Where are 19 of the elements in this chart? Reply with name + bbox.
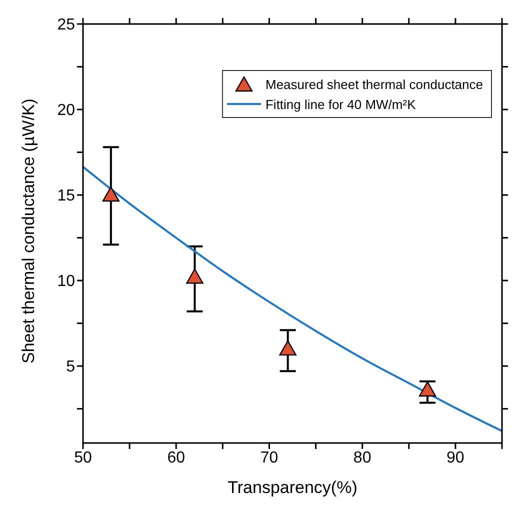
y-tick-label: 15 [57,188,76,205]
y-tick-label: 5 [66,358,76,376]
point [418,381,436,397]
x-tick-label: 80 [353,449,372,466]
x-tick-label: 90 [446,449,464,466]
x-tick-label: 50 [74,449,92,466]
x-tick-label: 70 [260,449,278,466]
y-tick-label: 10 [57,273,76,290]
y-tick-label: 25 [57,16,76,34]
legend-label: Measured sheet thermal conductance [265,76,483,92]
point [186,268,204,284]
y-tick-label: 20 [57,102,76,120]
line-series [83,166,502,432]
y-axis-title: Sheet thermal conductance (µW/K) [19,98,38,364]
point [102,186,120,202]
x-axis-title: Transparency(%) [228,478,358,497]
legend-label: Fitting line for 40 MW/m²K [265,96,416,112]
x-tick-label: 60 [167,449,186,466]
point [279,340,296,356]
